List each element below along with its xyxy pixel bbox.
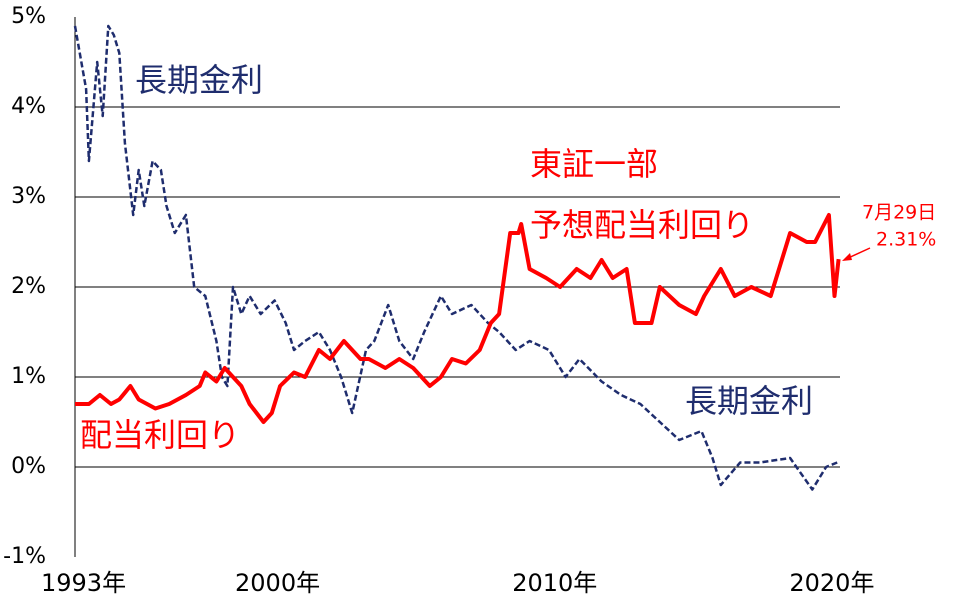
annotation: 7月29日	[862, 202, 936, 224]
series-line	[73, 24, 838, 491]
annotation: 長期金利	[135, 61, 263, 99]
annotation: 予想配当利回り	[530, 206, 754, 244]
annotation-arrowhead	[842, 253, 852, 261]
x-tick-label: 2010年	[512, 569, 597, 597]
y-tick-label: 0%	[11, 454, 46, 479]
y-tick-label: 4%	[11, 94, 46, 119]
annotation: 長期金利	[685, 382, 813, 420]
annotation: 配当利回り	[80, 416, 240, 454]
x-tick-label: 2000年	[235, 569, 320, 597]
y-tick-label: 1%	[11, 364, 46, 389]
annotation: 2.31%	[876, 229, 936, 251]
x-tick-label: 2020年	[789, 569, 874, 597]
y-tick-label: 5%	[11, 4, 46, 29]
y-tick-label: -1%	[3, 544, 46, 569]
series-line	[75, 213, 841, 424]
y-tick-label: 2%	[11, 274, 46, 299]
x-tick-label: 1993年	[41, 569, 126, 597]
annotation: 東証一部	[530, 145, 658, 183]
y-tick-label: 3%	[11, 184, 46, 209]
